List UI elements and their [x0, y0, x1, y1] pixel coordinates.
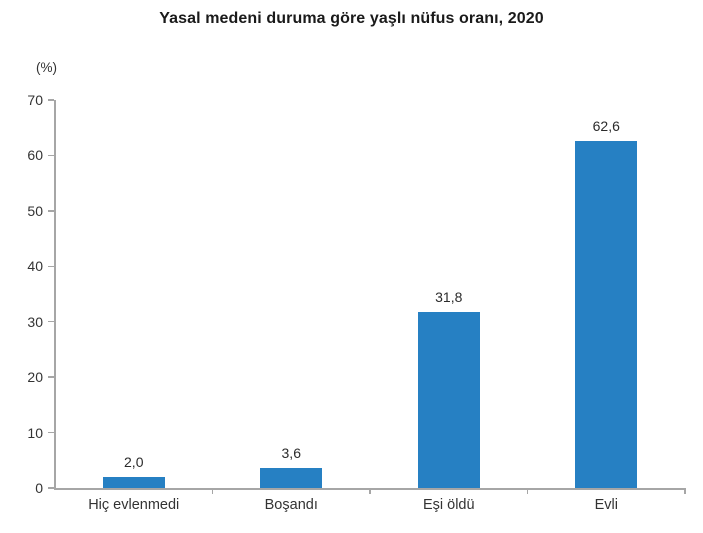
y-tick-label: 60	[27, 147, 43, 164]
y-tick-label: 70	[27, 92, 43, 108]
y-tick-label: 10	[27, 424, 43, 441]
bar-4	[575, 141, 638, 488]
x-category-label: Boşandı	[264, 497, 318, 513]
chart-title: Yasal medeni duruma göre yaşlı nüfus ora…	[159, 10, 544, 27]
x-category-label: Hiç evlenmedi	[88, 497, 180, 513]
bar-value-label: 31,8	[435, 288, 463, 305]
y-tick-label: 0	[35, 480, 43, 496]
y-tick-mark	[48, 99, 54, 101]
x-category-label: Evli	[594, 497, 618, 513]
bar-value-label: 2,0	[124, 453, 144, 470]
x-tick-mark	[684, 489, 686, 494]
x-tick-mark	[526, 489, 529, 494]
y-tick-label: 30	[27, 313, 43, 330]
y-tick-mark	[48, 154, 54, 157]
bar-3	[417, 311, 480, 488]
bar-value-label: 3,6	[281, 445, 301, 462]
x-tick-mark	[369, 489, 371, 494]
x-tick-mark	[211, 489, 214, 494]
y-tick-mark	[48, 431, 54, 434]
x-axis-line	[54, 488, 686, 490]
y-tick-mark	[48, 320, 54, 323]
y-tick-mark	[48, 210, 54, 212]
y-axis-line	[54, 100, 56, 489]
y-tick-label: 50	[27, 202, 43, 219]
y-tick-mark	[48, 265, 54, 268]
y-tick-mark	[48, 487, 54, 489]
y-tick-mark	[48, 376, 54, 378]
bar-2	[260, 468, 323, 488]
y-axis-unit-label: (%)	[36, 60, 57, 75]
bar-1	[102, 476, 165, 488]
y-tick-label: 20	[27, 369, 43, 386]
bar-value-label: 62,6	[592, 118, 620, 135]
plot-area: 0 10 20 30 40 50 60 70 2,0 3,6 31,8 62,6 Hiç evlen…	[27, 92, 686, 513]
y-tick-label: 40	[27, 258, 43, 275]
x-category-label: Eşi öldü	[422, 497, 475, 513]
